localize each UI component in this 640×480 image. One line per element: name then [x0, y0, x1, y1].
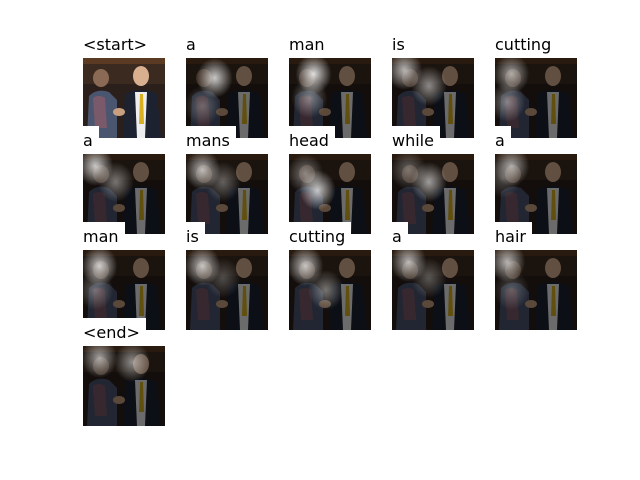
attention-frame: is [392, 30, 474, 138]
attention-map-image [392, 58, 474, 138]
attention-frame: a [186, 30, 268, 138]
attention-map-image [289, 58, 371, 138]
attention-frame: man [83, 222, 165, 330]
caption-word: <start> [83, 30, 154, 58]
attention-frame: hair [495, 222, 577, 330]
attention-map-image [495, 58, 577, 138]
attention-map-image [186, 154, 268, 234]
caption-word: mans [186, 126, 236, 154]
attention-frame: <start> [83, 30, 165, 138]
attention-frame: a [83, 126, 165, 234]
attention-frame: <end> [83, 318, 165, 426]
attention-frame: man [289, 30, 371, 138]
attention-frame: mans [186, 126, 268, 234]
caption-word: man [83, 222, 125, 250]
caption-word: cutting [289, 222, 352, 250]
caption-word: a [392, 222, 408, 250]
attention-map-image [392, 250, 474, 330]
source-image [83, 58, 165, 138]
attention-frame: while [392, 126, 474, 234]
caption-word: man [289, 30, 331, 58]
caption-word: while [392, 126, 440, 154]
attention-map-image [392, 154, 474, 234]
caption-word: is [186, 222, 205, 250]
attention-frame: is [186, 222, 268, 330]
caption-word: <end> [83, 318, 146, 346]
attention-frame: cutting [289, 222, 371, 330]
caption-word: a [83, 126, 99, 154]
caption-word: is [392, 30, 411, 58]
attention-frame: cutting [495, 30, 577, 138]
attention-map-image [495, 250, 577, 330]
caption-word: head [289, 126, 335, 154]
attention-map-image [289, 250, 371, 330]
attention-frame: a [392, 222, 474, 330]
caption-word: hair [495, 222, 532, 250]
attention-map-image [83, 346, 165, 426]
caption-word: cutting [495, 30, 558, 58]
caption-word: a [186, 30, 202, 58]
attention-map-image [83, 154, 165, 234]
caption-word: a [495, 126, 511, 154]
attention-map-image [186, 250, 268, 330]
attention-map-image [83, 250, 165, 330]
attention-map-image [186, 58, 268, 138]
